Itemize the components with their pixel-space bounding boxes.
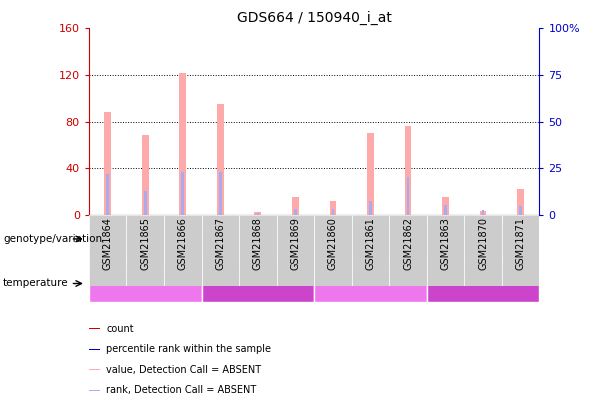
Bar [517,189,524,215]
Text: value, Detection Call = ABSENT: value, Detection Call = ABSENT [106,364,261,375]
Bar [405,126,411,215]
Bar [427,265,539,302]
Text: GSM21868: GSM21868 [253,217,263,270]
Bar [89,328,100,329]
Bar [482,210,484,215]
Bar [332,209,334,215]
Bar [427,215,465,286]
Bar [442,197,449,215]
Bar [276,215,314,286]
Bar [330,201,337,215]
Text: GSM21869: GSM21869 [291,217,300,270]
Text: GSM21862: GSM21862 [403,217,413,270]
Bar [406,177,409,215]
Text: temperature: temperature [3,279,69,288]
Bar [219,172,222,215]
Text: wt: wt [195,234,208,244]
Bar [314,215,352,286]
Bar [89,265,202,302]
Bar [519,207,522,215]
Text: 25°C: 25°C [132,279,159,288]
Text: percentile rank within the sample: percentile rank within the sample [106,344,271,354]
Bar [256,213,259,215]
Bar [202,215,239,286]
Text: rank, Detection Call = ABSENT: rank, Detection Call = ABSENT [106,385,256,395]
Text: 30°C: 30°C [470,279,497,288]
Text: GSM21861: GSM21861 [365,217,376,270]
Text: GSM21871: GSM21871 [516,217,526,270]
Bar [465,215,502,286]
Bar [369,201,372,215]
Bar [89,221,314,257]
Bar [254,212,261,215]
Text: GSM21866: GSM21866 [178,217,188,270]
Bar [314,265,427,302]
Text: GSM21860: GSM21860 [328,217,338,270]
Text: GSM21870: GSM21870 [478,217,488,270]
Text: GSM21864: GSM21864 [102,217,113,270]
Text: GSM21867: GSM21867 [215,217,226,270]
Bar [367,133,374,215]
Text: genotype/variation: genotype/variation [3,234,102,244]
Bar [126,215,164,286]
Bar [294,209,297,215]
Bar [181,172,184,215]
Text: GSM21863: GSM21863 [441,217,451,270]
Bar [239,215,276,286]
Bar [89,349,100,350]
Bar [104,112,111,215]
Text: 30°C: 30°C [244,279,272,288]
Text: mutant: mutant [406,234,447,244]
Bar [202,265,314,302]
Text: count: count [106,324,134,334]
Bar [89,390,100,391]
Bar [164,215,202,286]
Bar [502,215,539,286]
Bar [180,72,186,215]
Title: GDS664 / 150940_i_at: GDS664 / 150940_i_at [237,11,392,25]
Bar [89,215,126,286]
Bar [314,221,539,257]
Bar [444,205,447,215]
Text: GSM21865: GSM21865 [140,217,150,270]
Bar [480,211,487,215]
Bar [292,197,299,215]
Bar [144,192,147,215]
Bar [142,136,148,215]
Text: 25°C: 25°C [357,279,384,288]
Bar [389,215,427,286]
Bar [352,215,389,286]
Bar [217,104,224,215]
Bar [89,369,100,370]
Bar [106,174,109,215]
